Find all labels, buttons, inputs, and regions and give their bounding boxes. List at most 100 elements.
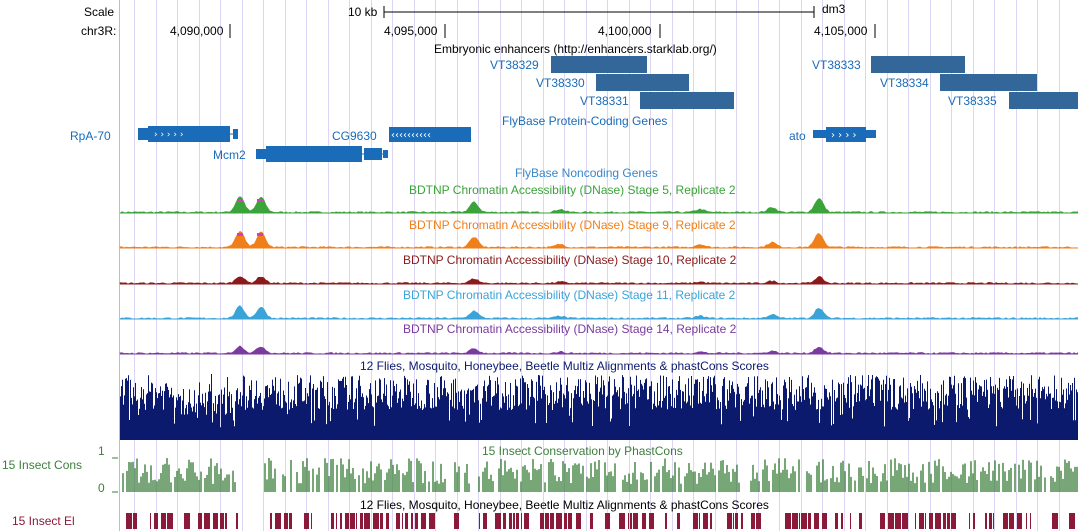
gene-label[interactable]: RpA-70 — [70, 129, 111, 143]
element-block — [483, 513, 487, 529]
element-block — [133, 513, 137, 529]
element-block — [677, 513, 680, 529]
element-block — [710, 513, 712, 529]
conservation-track-title[interactable]: 15 Insect Conservation by PhastCons — [482, 444, 683, 458]
element-block — [545, 513, 549, 529]
enhancer-block — [871, 56, 965, 73]
element-block — [213, 513, 218, 529]
element-block — [126, 513, 132, 529]
element-block — [220, 513, 224, 529]
element-block — [850, 513, 851, 529]
element-block — [859, 513, 862, 529]
dnase-track-title[interactable]: BDTNP Chromatin Accessibility (DNase) St… — [403, 288, 736, 302]
element-block — [284, 513, 288, 529]
enhancer-label[interactable]: VT38331 — [580, 94, 629, 108]
element-block — [888, 513, 894, 529]
element-block — [1030, 513, 1031, 529]
element-block — [814, 513, 819, 529]
enhancer-label[interactable]: VT38335 — [948, 94, 997, 108]
gene-label[interactable]: Mcm2 — [213, 148, 246, 162]
enhancers-track-title[interactable]: Embryonic enhancers (http://enhancers.st… — [434, 42, 717, 56]
conservation-side-label[interactable]: 15 Insect Cons — [2, 458, 83, 472]
multiz2-track-title[interactable]: 12 Flies, Mosquito, Honeybee, Beetle Mul… — [360, 498, 769, 512]
element-block — [564, 513, 567, 529]
element-block — [605, 513, 610, 529]
element-block — [1003, 513, 1008, 529]
element-block — [304, 513, 309, 529]
peak-clip-mark — [237, 233, 243, 236]
dnase-signal — [119, 276, 1078, 285]
position-tick-label: 4,095,000 — [384, 24, 438, 38]
element-block — [540, 513, 544, 529]
axis-max-label: 1 — [98, 444, 105, 458]
dnase-signal — [119, 196, 1078, 214]
axis-min-label: 0 — [98, 481, 105, 495]
element-block — [364, 513, 370, 529]
peak-clip-mark — [257, 233, 263, 236]
element-block — [642, 513, 646, 529]
element-block — [509, 513, 512, 529]
element-block — [411, 513, 413, 529]
element-block — [576, 513, 581, 529]
gene-label[interactable]: ato — [789, 129, 806, 143]
peak-clip-mark — [257, 199, 263, 202]
protein-coding-track-title[interactable]: FlyBase Protein-Coding Genes — [502, 114, 668, 128]
element-block — [1052, 513, 1058, 529]
element-block — [633, 513, 638, 529]
element-block — [345, 513, 349, 529]
svg-text:› › › ›: › › › › — [831, 130, 857, 141]
dnase-track-title[interactable]: BDTNP Chromatin Accessibility (DNase) St… — [403, 322, 737, 336]
element-block — [289, 513, 292, 529]
element-block — [521, 513, 522, 529]
dnase-track-title[interactable]: BDTNP Chromatin Accessibility (DNase) St… — [409, 183, 736, 197]
element-block — [356, 513, 357, 529]
element-block — [150, 513, 151, 529]
element-block — [360, 513, 363, 529]
dnase-signal — [119, 305, 1078, 320]
element-block — [1009, 513, 1014, 529]
element-block — [516, 513, 519, 529]
position-tick-label: 4,105,000 — [814, 24, 868, 38]
element-block — [590, 513, 593, 529]
enhancer-label[interactable]: VT38330 — [536, 76, 585, 90]
element-block — [402, 513, 403, 529]
element-block — [167, 513, 173, 529]
element-block — [808, 513, 811, 529]
element-block — [801, 513, 807, 529]
element-block — [454, 513, 459, 529]
element-block — [649, 513, 654, 529]
enhancer-block — [940, 74, 1037, 91]
enhancer-label[interactable]: VT38334 — [880, 76, 929, 90]
multiz-track-title[interactable]: 12 Flies, Mosquito, Honeybee, Beetle Mul… — [360, 359, 769, 373]
position-tick-label: 4,090,000 — [170, 24, 224, 38]
enhancer-label[interactable]: VT38333 — [812, 58, 861, 72]
element-block — [792, 513, 798, 529]
element-block — [835, 513, 838, 529]
svg-text:› › › › ›: › › › › › — [154, 130, 183, 140]
element-block — [1069, 513, 1075, 529]
element-block — [841, 513, 843, 529]
element-block — [699, 513, 700, 529]
noncoding-track-title[interactable]: FlyBase Noncoding Genes — [515, 166, 658, 180]
gene-label[interactable]: CG9630 — [332, 129, 377, 143]
element-block — [693, 513, 698, 529]
element-block — [973, 513, 975, 529]
element-block — [951, 513, 956, 529]
element-block — [513, 513, 515, 529]
element-block — [619, 513, 625, 529]
element-block — [925, 513, 926, 529]
elements-side-label[interactable]: 15 Insect El — [12, 514, 75, 528]
dnase-track-title[interactable]: BDTNP Chromatin Accessibility (DNase) St… — [409, 218, 736, 232]
position-tick-label: 4,100,000 — [598, 24, 652, 38]
element-block — [628, 513, 629, 529]
element-block — [902, 513, 908, 529]
enhancer-label[interactable]: VT38329 — [490, 58, 539, 72]
dnase-track-title[interactable]: BDTNP Chromatin Accessibility (DNase) St… — [403, 253, 737, 267]
element-block — [895, 513, 901, 529]
element-block — [198, 513, 202, 529]
element-block — [799, 513, 800, 529]
scale-label: Scale — [84, 5, 115, 19]
